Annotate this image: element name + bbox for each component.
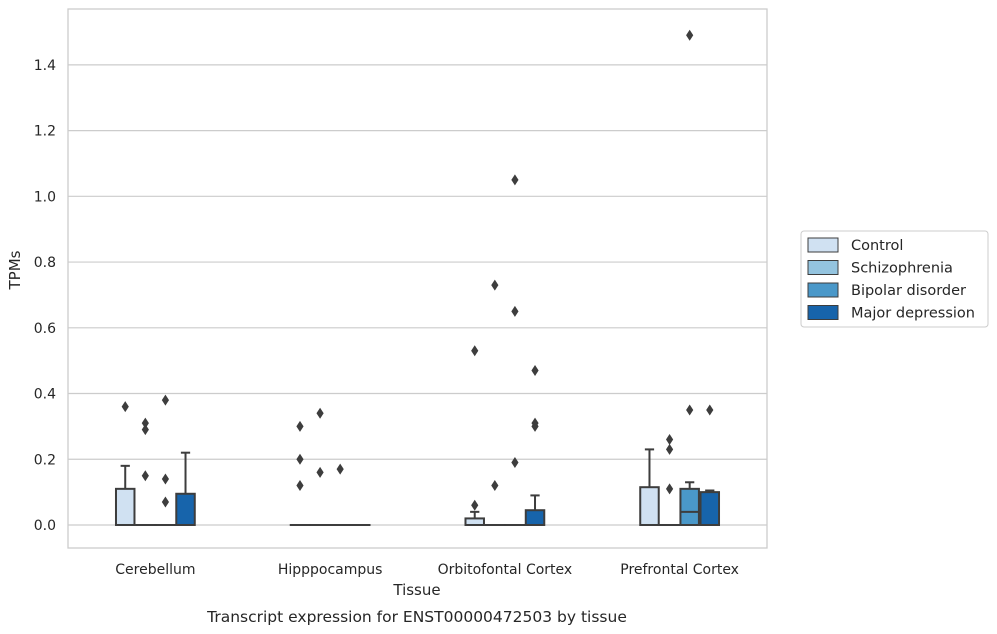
box-iqr	[699, 491, 721, 526]
x-tick-label: Hipppocampus	[278, 562, 383, 578]
box-iqr	[175, 492, 196, 526]
y-tick-label: 1.2	[34, 124, 56, 140]
x-tick-label: Orbitofontal Cortex	[438, 562, 573, 578]
outlier-point	[511, 305, 519, 317]
box-bipolar-disorder-prefrontal-cortex	[679, 29, 700, 526]
x-axis-ticks: Cerebellum Hipppocampus Orbitofontal Corte…	[115, 562, 739, 578]
box-bipolar-disorder-cerebellum	[155, 394, 176, 527]
gridlines	[68, 64, 767, 526]
legend-item-bipolar-disorder[interactable]: Bipolar disorder	[807, 282, 966, 299]
y-tick-label: 0.2	[34, 452, 56, 468]
legend-swatch	[807, 282, 839, 298]
outlier-point	[706, 404, 714, 416]
legend-label: Control	[851, 238, 903, 254]
box-iqr	[639, 486, 660, 526]
box-schizophrenia-orbitofontal-cortex	[484, 279, 506, 527]
outlier-point	[141, 417, 149, 429]
outlier-point	[296, 480, 304, 492]
legend-swatch	[807, 260, 839, 275]
outlier-point	[531, 420, 539, 432]
series-bipolar-disorder	[155, 29, 700, 527]
legend-label: Schizophrenia	[851, 261, 953, 277]
outlier-point	[471, 345, 479, 357]
legend-label: Bipolar disorder	[851, 283, 966, 299]
legend[interactable]: Control Schizophrenia Bipolar disorder Majo…	[800, 230, 989, 328]
box-iqr	[679, 487, 700, 526]
box-iqr	[114, 487, 136, 526]
box-schizophrenia-prefrontal-cortex	[659, 434, 680, 527]
box-control-hipppocampus	[289, 420, 311, 527]
x-tick-label: Prefrontal Cortex	[620, 562, 739, 578]
outlier-point	[686, 404, 694, 416]
box-control-cerebellum	[114, 401, 136, 526]
box-iqr	[524, 509, 546, 526]
outlier-point	[471, 499, 479, 511]
outlier-point	[296, 420, 304, 432]
outlier-point	[491, 480, 499, 492]
legend-item-major-depression[interactable]: Major depression	[807, 305, 975, 322]
series-major-depression	[175, 365, 721, 527]
legend-swatch	[807, 305, 839, 320]
box-major-depression-prefrontal-cortex	[699, 404, 721, 526]
legend-label: Major depression	[851, 306, 975, 322]
box-bipolar-disorder-orbitofontal-cortex	[504, 174, 526, 527]
outlier-point	[665, 434, 674, 446]
legend-frame	[800, 230, 989, 328]
y-tick-label: 0.0	[34, 518, 56, 534]
legend-swatch	[807, 237, 839, 253]
outlier-point	[316, 407, 324, 419]
y-axis-ticks: 0.0 0.2 0.4 0.6 0.8 1.0 1.2 1.4	[34, 58, 56, 534]
legend-item-control[interactable]: Control	[807, 237, 903, 254]
y-tick-label: 0.8	[34, 255, 56, 271]
box-schizophrenia-cerebellum	[135, 417, 156, 527]
outlier-point	[296, 453, 304, 465]
outlier-point	[531, 365, 539, 377]
box-control-prefrontal-cortex	[639, 448, 660, 526]
series-control	[114, 345, 660, 527]
chart-caption: Transcript expression for ENST0000047250…	[206, 608, 627, 626]
y-tick-label: 0.4	[34, 387, 56, 403]
outlier-point	[665, 443, 674, 455]
outlier-point	[161, 473, 170, 485]
outlier-point	[141, 424, 149, 436]
outlier-point	[511, 457, 519, 469]
box-control-orbitofontal-cortex	[464, 345, 485, 526]
outlier-point	[141, 470, 149, 482]
box-bipolar-disorder-hipppocampus	[329, 463, 351, 527]
box-major-depression-cerebellum	[175, 451, 196, 526]
box-plot-series	[114, 29, 721, 527]
outlier-point	[511, 174, 519, 186]
y-tick-label: 0.6	[34, 321, 56, 337]
outlier-point	[491, 279, 499, 291]
legend-item-schizophrenia[interactable]: Schizophrenia	[807, 260, 953, 277]
series-schizophrenia	[135, 279, 680, 527]
outlier-point	[665, 483, 674, 495]
outlier-point	[161, 496, 170, 508]
outlier-point	[686, 29, 694, 41]
y-tick-label: 1.4	[34, 58, 56, 74]
x-axis-title: Tissue	[392, 581, 440, 599]
box-schizophrenia-hipppocampus	[309, 407, 331, 527]
plot-frame	[67, 8, 768, 549]
y-tick-label: 1.0	[34, 189, 56, 205]
x-tick-label: Cerebellum	[115, 562, 195, 578]
y-axis-title: TPMs	[6, 250, 24, 290]
outlier-point	[161, 394, 170, 406]
outlier-point	[316, 466, 324, 478]
outlier-point	[121, 401, 129, 413]
box-major-depression-orbitofontal-cortex	[524, 365, 546, 526]
outlier-point	[336, 463, 344, 475]
